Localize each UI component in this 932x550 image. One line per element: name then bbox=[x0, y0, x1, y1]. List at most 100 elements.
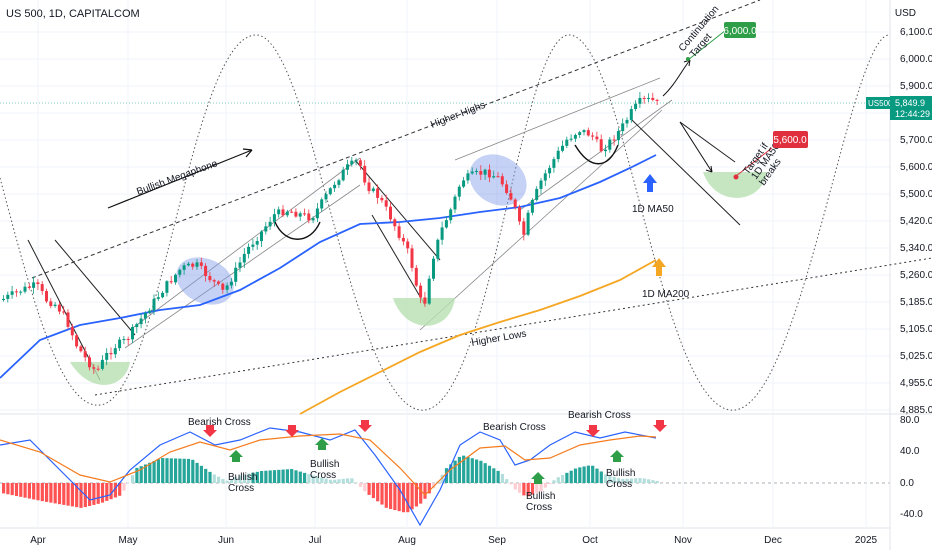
candle-body bbox=[569, 138, 573, 140]
candle-body bbox=[131, 327, 134, 340]
blue-zone-2 bbox=[469, 154, 527, 206]
candle-body bbox=[509, 192, 513, 200]
megaphone-label: Bullish Megaphone bbox=[135, 158, 219, 198]
candle-body bbox=[475, 171, 478, 173]
candle-body bbox=[526, 212, 530, 235]
bullish-cross-4b: Cross bbox=[606, 479, 632, 490]
candle-body bbox=[629, 109, 633, 120]
candle-body bbox=[371, 188, 375, 192]
candle-body bbox=[143, 312, 147, 319]
price-tick-label: 5,105.0 bbox=[900, 324, 932, 335]
histogram-bar bbox=[27, 483, 31, 499]
symbol-tag: US500 bbox=[868, 99, 893, 108]
channel-lower bbox=[124, 184, 361, 349]
candle-body bbox=[281, 209, 285, 216]
candle-body bbox=[208, 276, 212, 281]
histogram-bar bbox=[621, 478, 625, 483]
candle-body bbox=[453, 196, 457, 210]
bearish-cross-arrow bbox=[203, 425, 217, 437]
histogram-bar bbox=[513, 483, 517, 490]
time-tick-label: Nov bbox=[674, 535, 692, 546]
candles bbox=[2, 92, 659, 374]
candle-body bbox=[118, 339, 122, 349]
candle-body bbox=[10, 291, 14, 295]
higher-lows-line bbox=[94, 257, 932, 396]
histogram-bar bbox=[272, 470, 277, 483]
candle-body bbox=[444, 220, 448, 228]
countdown-tag: 12:44:29 bbox=[895, 109, 930, 119]
candle-body bbox=[363, 165, 367, 183]
sine-wave bbox=[0, 34, 891, 411]
ma50-line bbox=[0, 154, 657, 379]
histogram-bar bbox=[328, 479, 332, 483]
candle-body bbox=[406, 241, 410, 249]
histogram-bar bbox=[199, 465, 203, 483]
leg-4 bbox=[371, 214, 426, 306]
candle-body bbox=[191, 263, 195, 267]
green-zone-2 bbox=[393, 298, 455, 326]
bullish-cross-arrow bbox=[531, 472, 545, 484]
candle-body bbox=[135, 324, 139, 328]
histogram-bar bbox=[66, 483, 70, 506]
histogram-bar bbox=[290, 469, 294, 483]
candle-body bbox=[642, 97, 646, 99]
green-target-line bbox=[687, 29, 727, 61]
histogram-bar bbox=[457, 456, 461, 483]
candle-body bbox=[174, 274, 177, 283]
histogram-bar bbox=[586, 465, 590, 483]
candle-body bbox=[432, 258, 435, 279]
candle-body bbox=[113, 348, 117, 355]
candle-body bbox=[92, 367, 96, 369]
histogram-bar bbox=[165, 458, 169, 483]
channel-upper bbox=[129, 157, 361, 331]
candle-body bbox=[384, 200, 388, 207]
histogram-bar bbox=[234, 477, 238, 483]
candle-body bbox=[548, 167, 552, 174]
last-price-tag: 5,849.9 bbox=[895, 98, 925, 108]
candle-body bbox=[79, 346, 83, 352]
candle-body bbox=[350, 160, 354, 165]
histogram-bar bbox=[350, 478, 354, 483]
projection-arrowhead bbox=[705, 165, 713, 173]
candle-body bbox=[552, 159, 556, 168]
histogram-bar bbox=[608, 475, 612, 483]
histogram-bar bbox=[23, 483, 27, 498]
candle-body bbox=[152, 298, 156, 311]
histogram-bar bbox=[634, 478, 638, 483]
candle-body bbox=[169, 281, 173, 283]
histogram-bar bbox=[217, 476, 221, 483]
candle-body bbox=[303, 213, 306, 215]
ma200-path bbox=[299, 259, 657, 415]
candle-body bbox=[251, 244, 255, 247]
histogram-bar bbox=[346, 478, 350, 483]
candle-body bbox=[358, 160, 362, 166]
price-tick-label: 4,885.0 bbox=[900, 405, 932, 416]
candle-body bbox=[199, 262, 203, 266]
histogram-bar bbox=[595, 468, 599, 483]
histogram-bar bbox=[358, 483, 363, 487]
histogram-bar bbox=[642, 478, 646, 483]
histogram-bar bbox=[320, 477, 324, 483]
price-tick-label: 4,955.0 bbox=[900, 378, 932, 389]
histogram-bar bbox=[427, 483, 431, 494]
histogram-bar bbox=[530, 483, 535, 495]
green-target-dot bbox=[686, 57, 690, 61]
megaphone-arrowhead bbox=[242, 148, 253, 158]
channel3-lower bbox=[519, 99, 673, 211]
candle-body bbox=[148, 310, 152, 313]
candle-body bbox=[612, 139, 616, 141]
candle-body bbox=[530, 199, 534, 213]
bearish-cross-arrow bbox=[358, 420, 372, 432]
channel2-lower bbox=[419, 109, 663, 331]
indicator-tick-label: 40.0 bbox=[900, 446, 920, 457]
candle-body bbox=[311, 218, 315, 221]
last-price-tag-bg bbox=[890, 96, 932, 120]
histogram-bar bbox=[79, 483, 83, 508]
histogram-bar bbox=[204, 468, 208, 483]
candle-body bbox=[625, 119, 629, 124]
candle-body bbox=[229, 281, 233, 286]
candle-body bbox=[204, 265, 208, 277]
price-tick-label: 5,600.0 bbox=[900, 162, 932, 173]
candle-body bbox=[539, 180, 543, 189]
histogram-bar bbox=[174, 458, 178, 483]
